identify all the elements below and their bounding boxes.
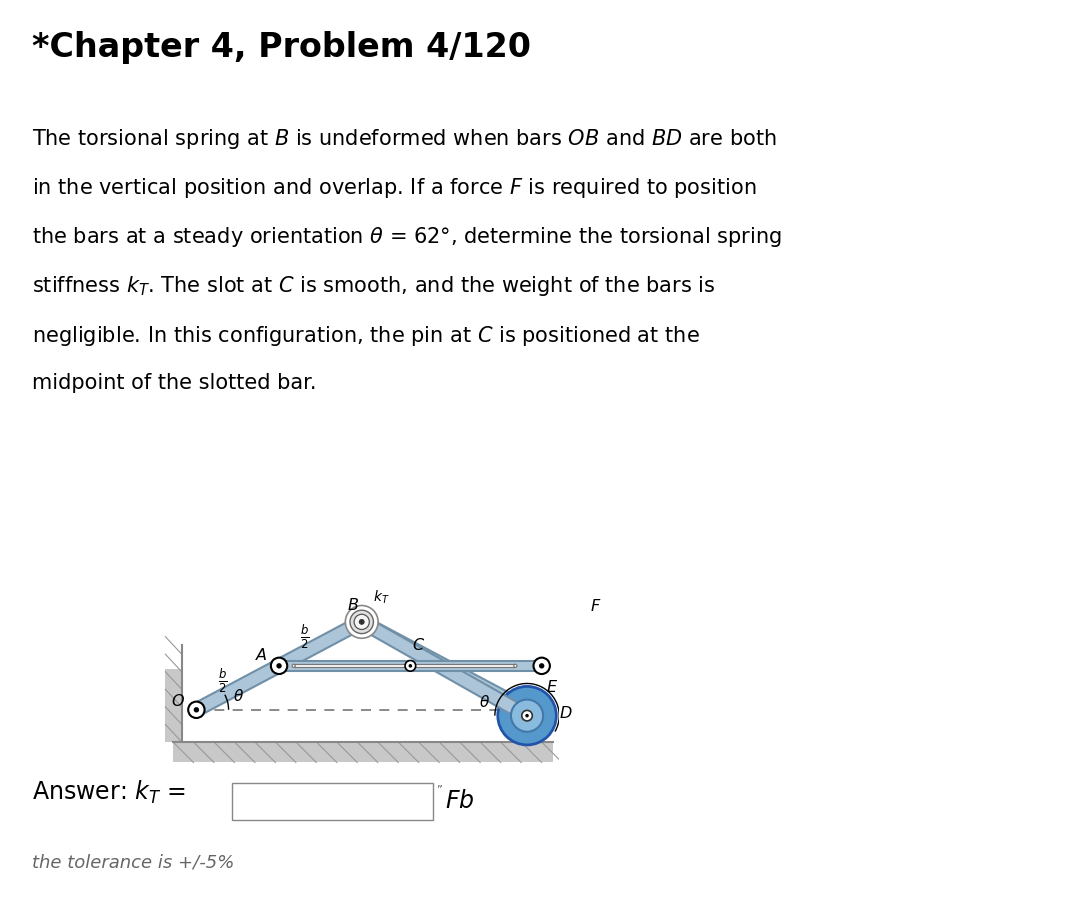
Circle shape <box>525 714 529 717</box>
Polygon shape <box>359 616 530 716</box>
Circle shape <box>539 663 544 668</box>
Text: the bars at a steady orientation $\theta$ = 62°, determine the torsional spring: the bars at a steady orientation $\theta… <box>32 225 782 249</box>
Text: ”: ” <box>435 784 442 794</box>
Bar <box>165 668 181 742</box>
Circle shape <box>271 658 287 674</box>
Circle shape <box>346 606 378 639</box>
Text: $k_T$: $k_T$ <box>374 588 390 606</box>
Circle shape <box>405 660 416 671</box>
Circle shape <box>408 664 413 668</box>
Text: $\theta$: $\theta$ <box>480 694 490 710</box>
Circle shape <box>350 610 374 634</box>
Text: $Fb$: $Fb$ <box>445 789 474 814</box>
Text: $A$: $A$ <box>255 647 268 663</box>
Polygon shape <box>193 616 365 716</box>
Text: $\frac{b}{2}$: $\frac{b}{2}$ <box>300 622 310 651</box>
Circle shape <box>511 699 543 732</box>
Polygon shape <box>359 616 530 721</box>
Text: $\frac{b}{2}$: $\frac{b}{2}$ <box>218 667 227 695</box>
Text: midpoint of the slotted bar.: midpoint of the slotted bar. <box>32 373 316 393</box>
Text: The torsional spring at $\it{B}$ is undeformed when bars $\it{OB}$ and $\it{BD}$: The torsional spring at $\it{B}$ is unde… <box>32 127 777 151</box>
FancyBboxPatch shape <box>232 783 432 820</box>
Text: $D$: $D$ <box>559 705 572 721</box>
Text: in the vertical position and overlap. If a force $\it{F}$ is required to positio: in the vertical position and overlap. If… <box>32 176 757 200</box>
Text: stiffness $k_T$. The slot at $\it{C}$ is smooth, and the weight of the bars is: stiffness $k_T$. The slot at $\it{C}$ is… <box>32 274 716 298</box>
Polygon shape <box>294 664 515 668</box>
Circle shape <box>354 614 369 629</box>
Circle shape <box>522 710 532 721</box>
Text: $E$: $E$ <box>546 678 558 695</box>
Text: Answer: $k_T$ =: Answer: $k_T$ = <box>32 779 189 806</box>
Circle shape <box>188 702 204 718</box>
Circle shape <box>193 707 199 713</box>
Circle shape <box>292 664 295 668</box>
Circle shape <box>514 664 517 668</box>
Text: *Chapter 4, Problem 4/120: *Chapter 4, Problem 4/120 <box>32 31 531 63</box>
Bar <box>173 742 553 763</box>
Circle shape <box>534 658 550 674</box>
Text: the tolerance is +/-5%: the tolerance is +/-5% <box>32 853 234 872</box>
Text: $O$: $O$ <box>171 693 185 709</box>
Circle shape <box>276 663 282 668</box>
Text: negligible. In this configuration, the pin at $\it{C}$ is positioned at the: negligible. In this configuration, the p… <box>32 324 700 347</box>
Polygon shape <box>273 661 542 670</box>
Text: $B$: $B$ <box>347 597 359 613</box>
Text: $\theta$: $\theta$ <box>233 688 244 704</box>
Text: $C$: $C$ <box>411 637 424 653</box>
Text: $F$: $F$ <box>591 599 602 614</box>
Circle shape <box>498 687 556 745</box>
Circle shape <box>359 619 365 625</box>
